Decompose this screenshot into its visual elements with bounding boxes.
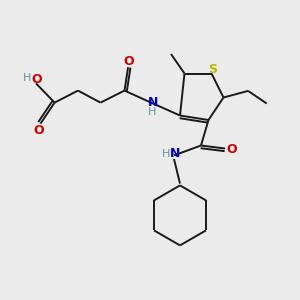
Text: O: O — [226, 142, 237, 156]
Text: N: N — [170, 147, 181, 160]
Text: O: O — [31, 73, 42, 86]
Text: N: N — [148, 95, 158, 109]
Text: H: H — [148, 107, 157, 117]
Text: S: S — [208, 63, 217, 76]
Text: H: H — [162, 149, 171, 159]
Text: H: H — [23, 73, 31, 83]
Text: O: O — [123, 55, 134, 68]
Text: O: O — [34, 124, 44, 137]
